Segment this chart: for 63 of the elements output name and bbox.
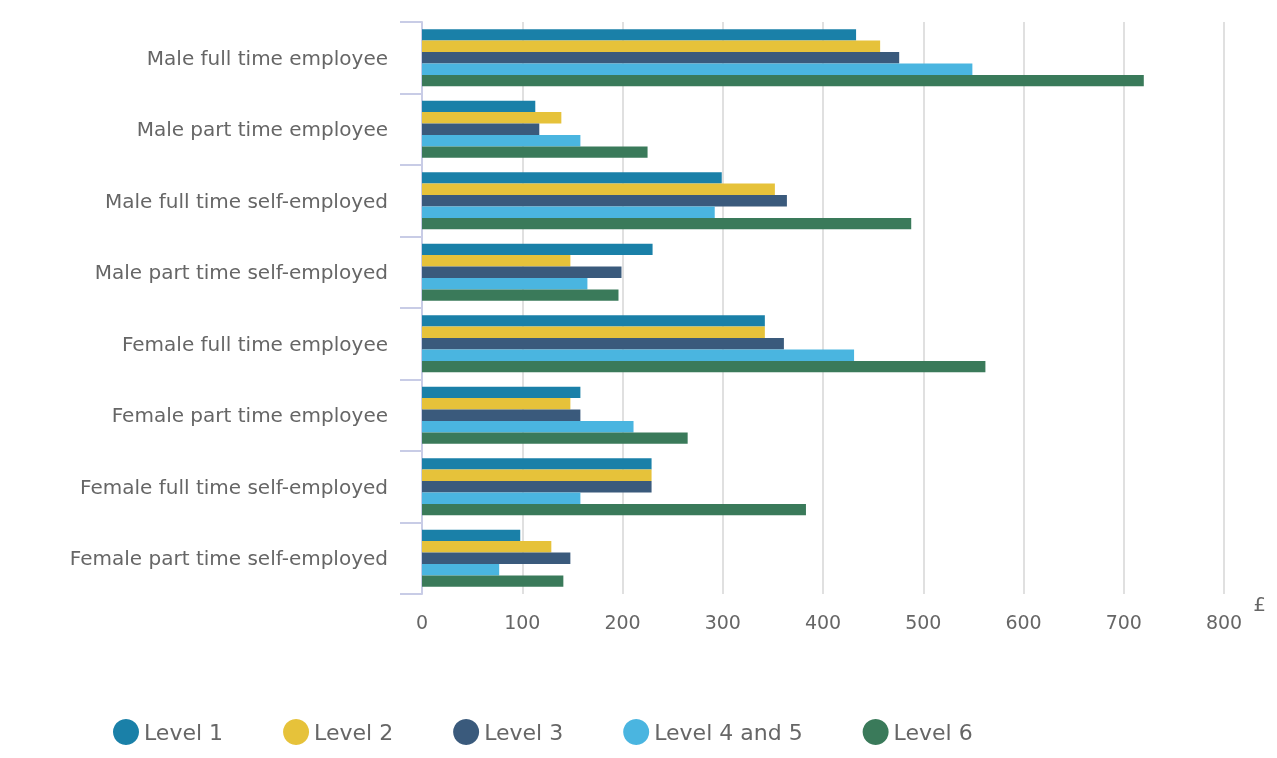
bar	[422, 360, 986, 373]
bar	[422, 409, 581, 421]
y-tick-label: Male full time self-employed	[104, 188, 388, 213]
bar	[422, 541, 552, 553]
bar	[422, 326, 765, 339]
legend-label: Level 2	[314, 719, 394, 745]
x-tick-label: 200	[604, 610, 641, 633]
bar	[422, 338, 784, 350]
x-tick-label: 800	[1205, 610, 1243, 633]
bar	[422, 29, 857, 41]
bar	[422, 146, 648, 158]
y-tick-label: Female part time self-employed	[69, 546, 388, 571]
bar	[422, 277, 588, 290]
bar	[422, 123, 540, 135]
bar	[422, 492, 581, 504]
bar	[422, 243, 653, 256]
y-tick-label: Female part time employee	[111, 403, 388, 428]
bar	[422, 315, 765, 327]
legend-label: Level 3	[484, 719, 564, 745]
bar	[422, 481, 652, 493]
bar	[422, 112, 562, 124]
x-tick-label: 600	[1005, 610, 1042, 633]
y-tick-label: Male part time employee	[136, 117, 388, 142]
bar	[422, 575, 564, 587]
bar	[422, 563, 500, 576]
bar	[422, 349, 855, 361]
bar	[422, 52, 900, 64]
bar	[422, 172, 722, 184]
bar	[422, 420, 634, 433]
bar	[422, 195, 787, 207]
legend-label: Level 1	[144, 719, 224, 745]
x-axis-title: £	[1253, 592, 1266, 616]
x-tick-label: 300	[704, 610, 741, 633]
bar	[422, 74, 1144, 87]
bar	[422, 100, 536, 113]
bar	[422, 63, 973, 75]
bar	[422, 183, 775, 196]
bar	[422, 255, 571, 267]
y-tick-label: Male part time self-employed	[94, 260, 388, 285]
bar	[422, 206, 715, 218]
x-tick-label: 500	[905, 610, 942, 633]
bar	[422, 266, 622, 278]
y-tick-label: Female full time self-employed	[80, 474, 388, 499]
bar	[422, 529, 521, 542]
bar	[422, 134, 581, 147]
bar	[422, 217, 912, 230]
y-tick-label: Female full time employee	[121, 331, 388, 356]
bar	[422, 398, 571, 410]
bar	[422, 40, 881, 53]
bar	[422, 552, 571, 564]
bar	[422, 432, 688, 444]
x-tick-label: 100	[504, 610, 541, 633]
bar	[422, 386, 581, 399]
bar	[422, 503, 806, 516]
bar	[422, 469, 652, 482]
x-tick-label: 700	[1105, 610, 1142, 633]
y-tick-label: Male full time employee	[146, 45, 388, 70]
x-tick-label: 400	[804, 610, 842, 633]
legend-label: Level 6	[893, 719, 973, 745]
x-tick-label: 0	[415, 610, 429, 633]
legend-label: Level 4 and 5	[654, 719, 803, 745]
bar	[422, 458, 652, 470]
bar	[422, 289, 619, 301]
